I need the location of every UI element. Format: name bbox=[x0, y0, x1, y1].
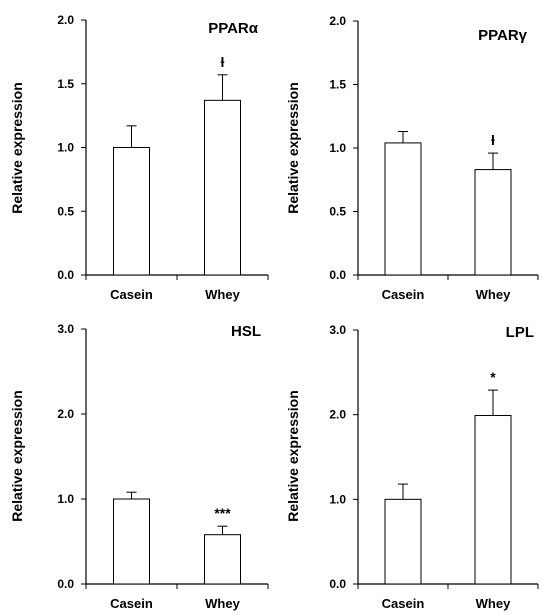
y-tick-label: 1.5 bbox=[329, 78, 346, 92]
y-tick-label: 1.0 bbox=[57, 141, 74, 155]
significance-marker: * bbox=[490, 369, 496, 385]
y-tick-label: 0.0 bbox=[57, 268, 74, 282]
y-tick-label: 2.0 bbox=[57, 407, 74, 421]
bar bbox=[204, 99, 241, 276]
y-tick-label: 0.5 bbox=[57, 204, 74, 218]
category-label: Whey bbox=[476, 287, 511, 302]
panel-title: PPARα bbox=[208, 20, 259, 37]
y-axis-label: Relative expression bbox=[9, 82, 25, 214]
panel-title: HSL bbox=[231, 323, 261, 340]
significance-marker: ƚ bbox=[221, 54, 225, 70]
category-label: Casein bbox=[110, 596, 153, 611]
y-axis-label: Relative expression bbox=[285, 390, 301, 522]
y-tick-label: 1.5 bbox=[57, 77, 74, 91]
y-tick-label: 0.0 bbox=[329, 577, 346, 591]
y-tick-label: 2.0 bbox=[329, 408, 346, 422]
category-label: Casein bbox=[382, 596, 425, 611]
panel-title: LPL bbox=[506, 324, 534, 341]
bar bbox=[113, 498, 150, 585]
bar bbox=[204, 534, 241, 585]
y-tick-label: 2.0 bbox=[329, 14, 346, 28]
y-tick-label: 3.0 bbox=[57, 322, 74, 336]
y-axis-label: Relative expression bbox=[285, 82, 301, 214]
bar bbox=[474, 169, 512, 276]
bar bbox=[384, 498, 422, 585]
panel-title: PPARγ bbox=[478, 27, 528, 44]
y-tick-label: 0.0 bbox=[329, 268, 346, 282]
y-tick-label: 0.0 bbox=[57, 577, 74, 591]
category-label: Whey bbox=[205, 287, 240, 302]
category-label: Whey bbox=[205, 596, 240, 611]
category-label: Casein bbox=[110, 287, 153, 302]
bar bbox=[113, 147, 150, 276]
significance-marker: ƚ bbox=[491, 132, 495, 148]
y-tick-label: 3.0 bbox=[329, 323, 346, 337]
y-axis-label: Relative expression bbox=[9, 390, 25, 522]
category-label: Casein bbox=[382, 287, 425, 302]
bar bbox=[384, 142, 422, 276]
significance-marker: *** bbox=[214, 505, 231, 521]
y-tick-label: 0.5 bbox=[329, 205, 346, 219]
y-tick-label: 2.0 bbox=[57, 13, 74, 27]
bar bbox=[474, 415, 512, 585]
y-tick-label: 1.0 bbox=[329, 141, 346, 155]
category-label: Whey bbox=[476, 596, 511, 611]
y-tick-label: 1.0 bbox=[57, 492, 74, 506]
y-tick-label: 1.0 bbox=[329, 492, 346, 506]
